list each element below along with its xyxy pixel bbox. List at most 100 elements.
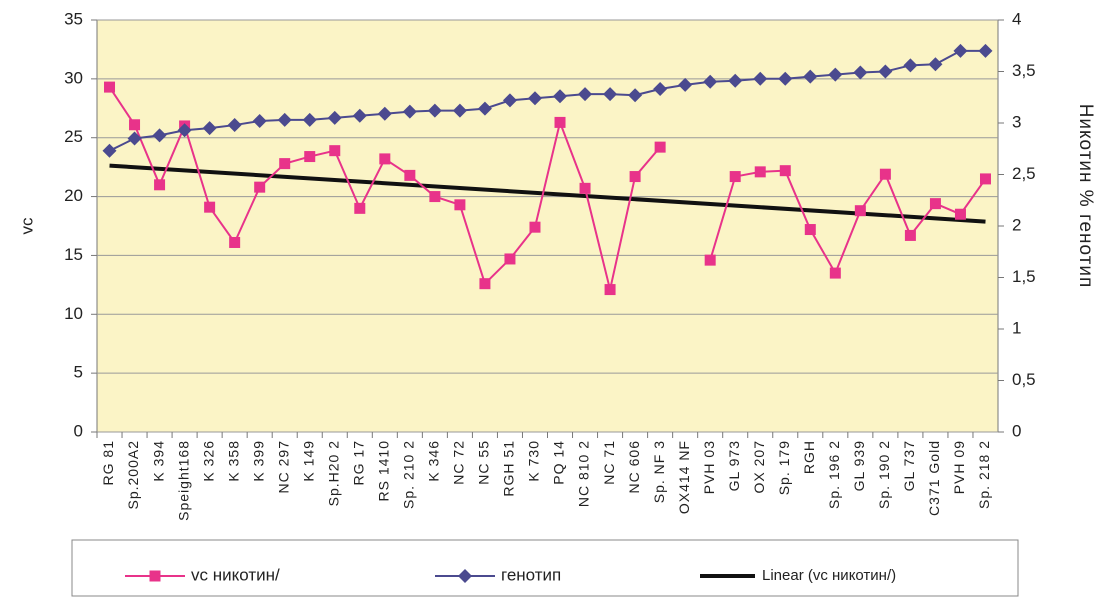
data-point [803,69,818,84]
x-tick-label: PVH 09 [951,440,967,494]
legend-label: Linear (vc никотин/) [762,567,896,584]
x-tick-label: K 394 [150,440,166,482]
y-tick-label: 5 [74,363,83,382]
data-point [377,106,392,121]
x-tick-label: NC 606 [626,440,642,493]
data-point [928,57,943,72]
x-tick-label: RGH 51 [501,440,517,497]
data-point [653,82,668,97]
data-point [252,113,267,128]
data-point [854,205,866,217]
y-tick-label: 35 [64,9,83,28]
data-point [704,254,716,266]
x-tick-label: Sp. 179 [776,440,792,495]
data-point [728,73,743,88]
data-point [654,141,666,153]
legend-marker [458,569,472,583]
data-point [404,169,416,181]
data-point [754,166,766,178]
data-point [204,201,216,213]
data-point [452,103,467,118]
data-point [604,284,616,296]
legend-marker [149,570,161,582]
x-tick-label: RG 81 [100,440,116,485]
data-point [227,118,242,133]
x-tick-label: Sp.200A2 [125,440,141,510]
x-tick-label: NC 71 [601,440,617,485]
data-point [127,131,142,146]
y-axis-label: vc [17,217,36,235]
data-point [527,91,542,106]
data-point [102,143,117,158]
x-tick-label: GL 973 [726,440,742,491]
data-point [729,171,741,183]
y-tick-label: 30 [64,68,83,87]
plot-area [96,19,999,433]
data-point [454,199,466,211]
x-tick-label: OX 207 [751,440,767,493]
data-point [628,88,643,103]
y-tick-label: 10 [64,304,83,323]
x-tick-label: Sp. NF 3 [651,440,667,503]
data-point [954,208,966,220]
y-tick-label: 0 [74,421,83,440]
x-tick-label: NC 72 [451,440,467,485]
data-point [254,181,266,193]
legend [71,539,1019,597]
data-point [578,87,593,102]
x-tick-label: Sp. 210 2 [401,440,417,509]
data-point [329,145,341,157]
data-point [554,116,566,128]
x-tick-label: K 399 [250,440,266,482]
data-point [429,191,441,203]
data-point [154,179,166,191]
data-point [779,165,791,177]
x-tick-label: K 358 [225,440,241,482]
data-point [427,103,442,118]
x-tick-label: GL 737 [901,440,917,491]
data-point [277,112,292,127]
data-point [379,153,391,165]
data-point [479,278,491,290]
data-point [904,229,916,241]
y2-axis-label: Никотин % генотип [1075,104,1096,289]
x-tick-label: Sp. 218 2 [976,440,992,509]
data-point [979,173,991,185]
data-point [629,171,641,183]
x-tick-label: C371 Gold [926,440,942,516]
x-tick-label: Sp.H20 2 [325,440,341,506]
data-point [753,71,768,86]
data-point [879,168,891,180]
data-point [104,81,116,93]
data-point [302,112,317,127]
y2-tick-label: 3,5 [1012,61,1036,80]
x-tick-label: K 326 [200,440,216,482]
data-point [202,121,217,136]
data-point [229,236,241,248]
x-tick-label: NC 810 2 [576,440,592,507]
x-tick-label: K 149 [300,440,316,482]
x-tick-label: OX414 NF [676,440,692,514]
data-point [327,110,342,125]
trendline [109,163,986,224]
x-tick-label: Speight168 [175,440,191,521]
y-tick-label: 15 [64,245,83,264]
x-tick-label: NC 55 [476,440,492,485]
data-point [177,123,192,138]
x-tick-label: GL 939 [851,440,867,491]
data-point [129,119,141,131]
y-tick-label: 20 [64,186,83,205]
data-point [352,108,367,123]
data-point [878,64,893,79]
data-point [502,93,517,108]
data-point [553,89,568,104]
data-point [529,221,541,233]
y-tick-label: 25 [64,127,83,146]
y2-tick-label: 1 [1012,318,1021,337]
data-point [703,74,718,89]
data-point [152,128,167,143]
data-point [402,104,417,119]
data-point [778,71,793,86]
x-tick-label: PVH 03 [701,440,717,494]
